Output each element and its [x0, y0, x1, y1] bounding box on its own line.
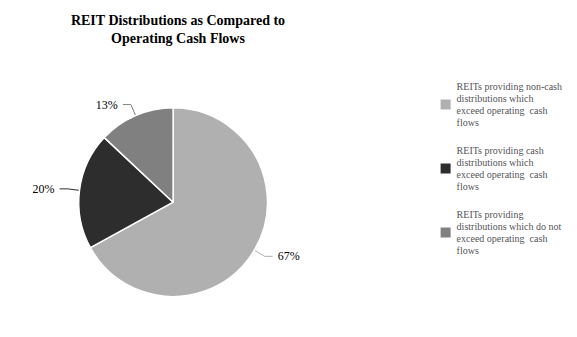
svg-text:REIT Distributions as Compared: REIT Distributions as Compared to	[71, 13, 285, 28]
svg-text:REITs providing non-cash: REITs providing non-cash	[457, 81, 562, 92]
svg-text:REITs providing cash: REITs providing cash	[457, 145, 544, 156]
svg-text:flows: flows	[457, 245, 479, 256]
svg-text:exceed operating cash: exceed operating cash	[457, 169, 548, 180]
svg-text:Operating Cash Flows: Operating Cash Flows	[111, 31, 245, 46]
svg-text:exceed operating cash: exceed operating cash	[457, 105, 548, 116]
svg-text:distributions which do not: distributions which do not	[457, 221, 562, 232]
svg-text:flows: flows	[457, 117, 479, 128]
svg-text:flows: flows	[457, 181, 479, 192]
svg-text:20%: 20%	[33, 182, 55, 196]
svg-text:REITs providing: REITs providing	[457, 209, 524, 220]
svg-text:distributions which: distributions which	[457, 93, 534, 104]
svg-text:distributions which: distributions which	[457, 157, 534, 168]
svg-text:exceed operating cash: exceed operating cash	[457, 233, 548, 244]
svg-text:13%: 13%	[96, 98, 118, 112]
svg-text:67%: 67%	[278, 249, 300, 263]
